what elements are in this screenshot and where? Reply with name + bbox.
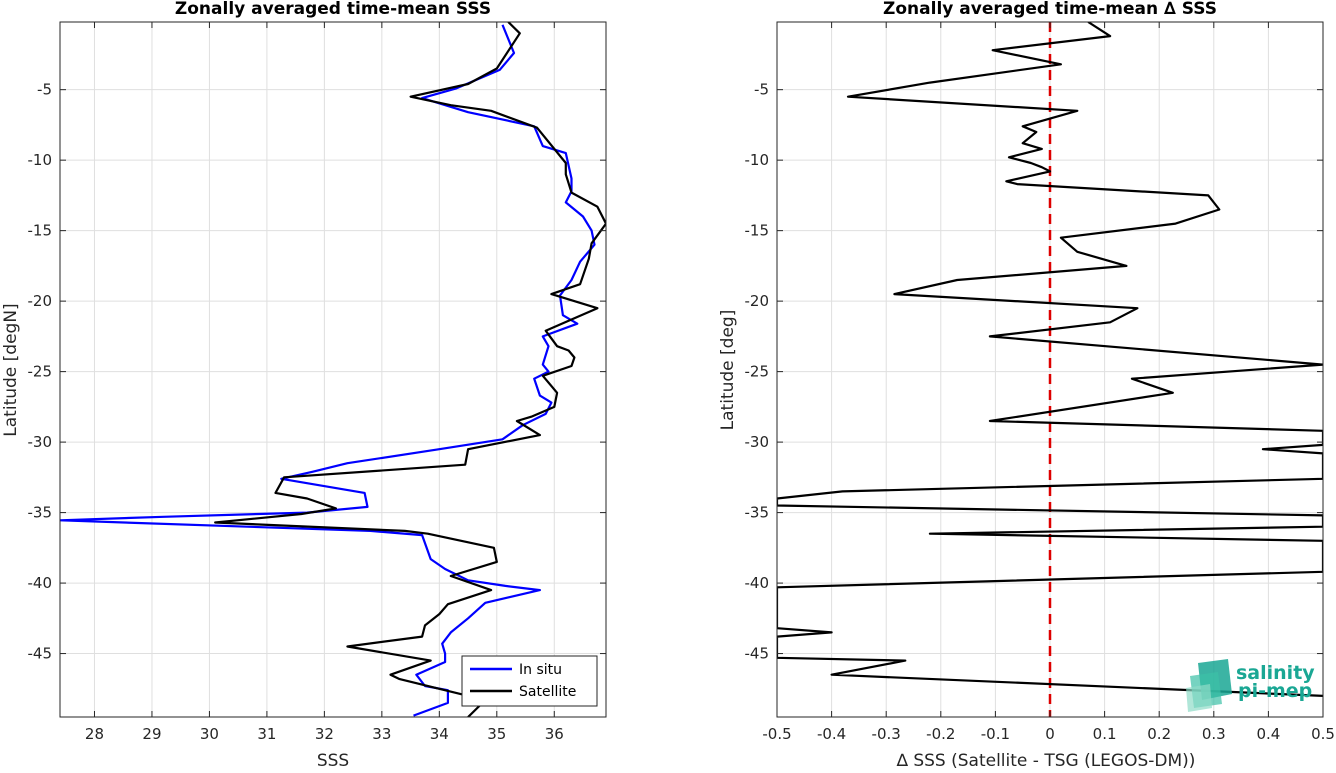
- right-series-lines: [777, 22, 1323, 697]
- x-tick-label: 31: [257, 725, 276, 743]
- left-axes-box: [59, 21, 607, 718]
- x-tick-label: 32: [315, 725, 334, 743]
- x-tick-label: 0.1: [1093, 725, 1117, 743]
- y-tick-label: -10: [745, 151, 770, 169]
- logo-text-pi-mep: pi-mep: [1238, 680, 1312, 702]
- left-chart-title: Zonally averaged time-mean SSS: [175, 0, 491, 19]
- right-chart-panel: -0.5 -0.4 -0.3 -0.2 -0.1 0 0.1 0.2 0.3 0.4 0.5 -5 -1…: [718, 0, 1335, 771]
- y-tick-label: -20: [745, 292, 770, 310]
- y-tick-label: -15: [28, 222, 53, 240]
- left-x-axis-label: SSS: [317, 751, 349, 769]
- x-tick-label: 0.3: [1202, 725, 1226, 743]
- x-tick-label: 0.2: [1147, 725, 1171, 743]
- y-tick-label: -20: [28, 292, 53, 310]
- x-tick-label: 0.4: [1256, 725, 1280, 743]
- y-tick-label: -30: [28, 433, 53, 451]
- right-y-axis-label: Latitude [deg]: [718, 310, 738, 431]
- legend-label-in-situ: In situ: [519, 662, 562, 678]
- y-tick-label: -45: [745, 645, 770, 663]
- left-ticks: 28 29 30 31 32 33 34 35 36 -5 -10 -15 -20 -25 -30 -35 -4…: [28, 22, 606, 743]
- y-tick-label: -30: [745, 433, 770, 451]
- legend-label-satellite: Satellite: [519, 684, 576, 700]
- x-tick-label: -0.1: [981, 725, 1010, 743]
- x-tick-label: 34: [430, 725, 449, 743]
- x-tick-label: -0.3: [872, 725, 901, 743]
- right-ticks: -0.5 -0.4 -0.3 -0.2 -0.1 0 0.1 0.2 0.3 0.4 0.5 -5 -1…: [745, 22, 1335, 743]
- x-tick-label: 0: [1045, 725, 1055, 743]
- x-tick-label: 33: [372, 725, 391, 743]
- left-grid: [60, 22, 606, 717]
- y-tick-label: -25: [745, 363, 770, 381]
- left-y-axis-label: Latitude [degN]: [1, 303, 21, 436]
- x-tick-label: 30: [200, 725, 219, 743]
- y-tick-label: -5: [37, 81, 52, 99]
- legend-box: [461, 655, 598, 707]
- left-series-lines: [60, 22, 606, 717]
- y-tick-label: -10: [28, 151, 53, 169]
- right-chart-title: Zonally averaged time-mean ∆ SSS: [883, 0, 1217, 19]
- x-tick-label: 28: [85, 725, 104, 743]
- x-tick-label: 29: [142, 725, 161, 743]
- right-grid: [776, 22, 1324, 717]
- y-tick-label: -5: [754, 81, 769, 99]
- y-tick-label: -15: [745, 222, 770, 240]
- x-tick-label: -0.4: [817, 725, 846, 743]
- legend: In situ Satellite: [461, 655, 598, 707]
- y-tick-label: -45: [28, 645, 53, 663]
- x-tick-label: -0.5: [762, 725, 791, 743]
- x-tick-label: 36: [545, 725, 564, 743]
- y-tick-label: -35: [745, 504, 770, 522]
- x-tick-label: 0.5: [1311, 725, 1335, 743]
- logo-text-salinity: salinity: [1236, 662, 1315, 684]
- series-line-delta-sss: [777, 22, 1323, 697]
- y-tick-label: -35: [28, 504, 53, 522]
- y-tick-label: -40: [745, 574, 770, 592]
- y-tick-label: -40: [28, 574, 53, 592]
- left-plot-area: [60, 22, 606, 717]
- x-tick-label: 35: [487, 725, 506, 743]
- series-line-satellite: [214, 22, 606, 717]
- right-x-axis-label: ∆ SSS (Satellite - TSG (LEGOS-DM)): [896, 751, 1196, 769]
- salinity-pi-mep-logo: salinity pi-mep: [1186, 659, 1315, 712]
- left-chart-panel: 28 29 30 31 32 33 34 35 36 -5 -10 -15 -20 -25 -30 -35 -4…: [1, 0, 607, 771]
- x-tick-label: -0.2: [926, 725, 955, 743]
- logo-mark-icon: [1186, 659, 1232, 712]
- y-tick-label: -25: [28, 363, 53, 381]
